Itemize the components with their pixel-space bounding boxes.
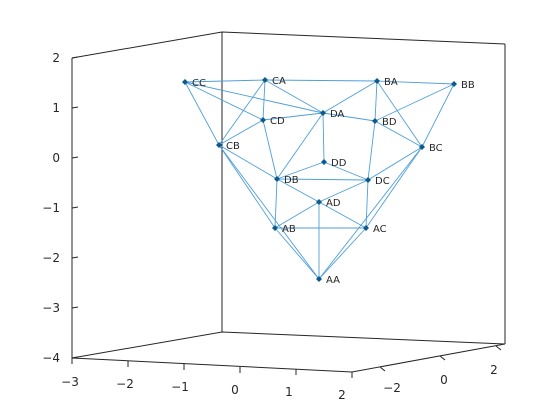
graph-node-label-DD: DD xyxy=(331,158,347,169)
graph-labels: AA AB AC AD BA BB BC BD CA CB CC CD DA DB DC DD xyxy=(192,76,475,286)
z-tick-label: −1 xyxy=(42,201,60,215)
graph-edge-BB-BD xyxy=(374,83,455,122)
graph-edge-CB-DB xyxy=(218,144,278,180)
graph-edges xyxy=(184,79,455,280)
y-tick-label: 2 xyxy=(490,363,498,377)
graph-edge-AB-AA xyxy=(274,227,320,280)
graph-edge-CA-CD xyxy=(262,79,266,121)
graph-node-CD xyxy=(260,117,266,123)
floor-front xyxy=(71,343,506,373)
graph-node-label-BC: BC xyxy=(429,143,443,154)
graph-node-DC xyxy=(365,177,371,183)
graph-edge-BA-BB xyxy=(376,80,455,85)
graph-edge-AD-AB xyxy=(274,201,320,229)
graph-edge-AD-AC xyxy=(318,201,367,229)
graph-node-label-BA: BA xyxy=(384,77,398,88)
graph-edge-BA-DA xyxy=(322,80,378,114)
graph-edge-DB-DC xyxy=(276,178,369,181)
graph-edge-DD-DB xyxy=(276,161,325,180)
graph-node-label-AA: AA xyxy=(326,275,340,286)
graph-edge-AC-AA xyxy=(318,227,367,280)
graph-edge-BA-BD xyxy=(374,80,378,122)
graph-edge-CC-DA xyxy=(184,81,324,114)
graph-node-label-BD: BD xyxy=(382,117,397,128)
y-tick-label: 0 xyxy=(440,373,448,387)
graph-node-label-DC: DC xyxy=(375,176,390,187)
graph-node-AA xyxy=(316,276,322,282)
x-tick-label: −3 xyxy=(61,375,79,389)
graph-edge-DC-AC xyxy=(365,179,369,229)
x-tick-label: 2 xyxy=(338,388,346,402)
graph-edge-DA-DB xyxy=(276,112,324,180)
z-tick-label: −4 xyxy=(42,351,60,365)
graph-node-label-CC: CC xyxy=(192,78,206,89)
graph-node-AC xyxy=(363,225,369,231)
graph-edge-DD-DC xyxy=(323,161,369,181)
floor-back xyxy=(71,331,506,359)
graph-node-label-BB: BB xyxy=(461,80,475,91)
graph-node-CA xyxy=(262,77,268,83)
graph-node-AD xyxy=(316,199,322,205)
graph-node-CB xyxy=(216,142,222,148)
graph-node-label-DB: DB xyxy=(284,175,299,186)
graph-edge-CA-DA xyxy=(264,79,324,114)
graph-node-label-CA: CA xyxy=(272,76,286,87)
y-tick-label: −2 xyxy=(383,381,401,395)
graph-node-DB xyxy=(274,176,280,182)
graph-edge-BB-BC xyxy=(421,83,455,148)
graph-node-label-CB: CB xyxy=(226,141,240,152)
graph-node-CC xyxy=(182,79,188,85)
graph-node-label-CD: CD xyxy=(270,116,285,127)
z-axis: 2 1 0 −1 −2 −3 −4 xyxy=(42,51,79,365)
graph-edge-CA-BA xyxy=(264,79,378,82)
graph-node-BC xyxy=(419,144,425,150)
x-tick-label: −2 xyxy=(116,377,134,391)
axis-box xyxy=(71,31,506,373)
graph-edge-CD-CB xyxy=(218,119,264,146)
graph-edge-CC-CA xyxy=(184,79,266,83)
graph-edge-BC-AA xyxy=(318,146,423,280)
graph-node-BD xyxy=(372,118,378,124)
graph-node-label-DA: DA xyxy=(330,109,345,120)
graph-edge-BD-BC xyxy=(374,120,423,148)
graph-node-label-AB: AB xyxy=(282,224,296,235)
graph-node-AB xyxy=(272,225,278,231)
graph-edge-DC-AD xyxy=(318,179,369,203)
graph-node-DD xyxy=(321,159,327,165)
z-tick-label: 2 xyxy=(52,51,60,65)
x-tick-label: 1 xyxy=(285,385,293,399)
graph-edge-CC-CB xyxy=(184,81,220,146)
graph-edge-BA-BC xyxy=(376,80,423,148)
graph-edge-DA-BD xyxy=(322,112,376,122)
graph-edge-CD-DA xyxy=(262,112,324,121)
graph-edge-BD-DC xyxy=(367,120,376,181)
graph-node-BB xyxy=(451,81,457,87)
graph-edge-DB-AD xyxy=(276,178,320,203)
z-tick-label: 0 xyxy=(52,151,60,165)
graph-edge-CB-AA xyxy=(218,144,320,280)
graph-edge-BC-DC xyxy=(367,146,423,181)
graph-node-label-AC: AC xyxy=(373,224,387,235)
z-tick-label: 1 xyxy=(52,101,60,115)
graph-node-BA xyxy=(374,78,380,84)
z-tick-label: −3 xyxy=(42,301,60,315)
z-tick-label: −2 xyxy=(42,251,60,265)
graph-edge-DB-AB xyxy=(274,178,278,229)
x-axis: −3 −2 −1 0 1 2 xyxy=(61,358,353,402)
x-tick-label: −1 xyxy=(171,380,189,394)
graph-node-DA xyxy=(320,110,326,116)
graph-edge-CA-CB xyxy=(218,79,266,146)
graph-edge-CB-AB xyxy=(218,144,276,229)
graph-edge-BC-AC xyxy=(365,146,423,229)
graph-node-label-AD: AD xyxy=(326,198,341,209)
x-tick-label: 0 xyxy=(231,383,239,397)
graph-edge-DA-DD xyxy=(322,112,325,163)
graph-edge-CD-DB xyxy=(262,119,278,180)
graph-nodes xyxy=(182,77,457,282)
y-axis: −2 0 2 xyxy=(379,345,502,395)
back-wall-top xyxy=(71,31,506,59)
graph-edge-CC-CD xyxy=(184,81,264,121)
